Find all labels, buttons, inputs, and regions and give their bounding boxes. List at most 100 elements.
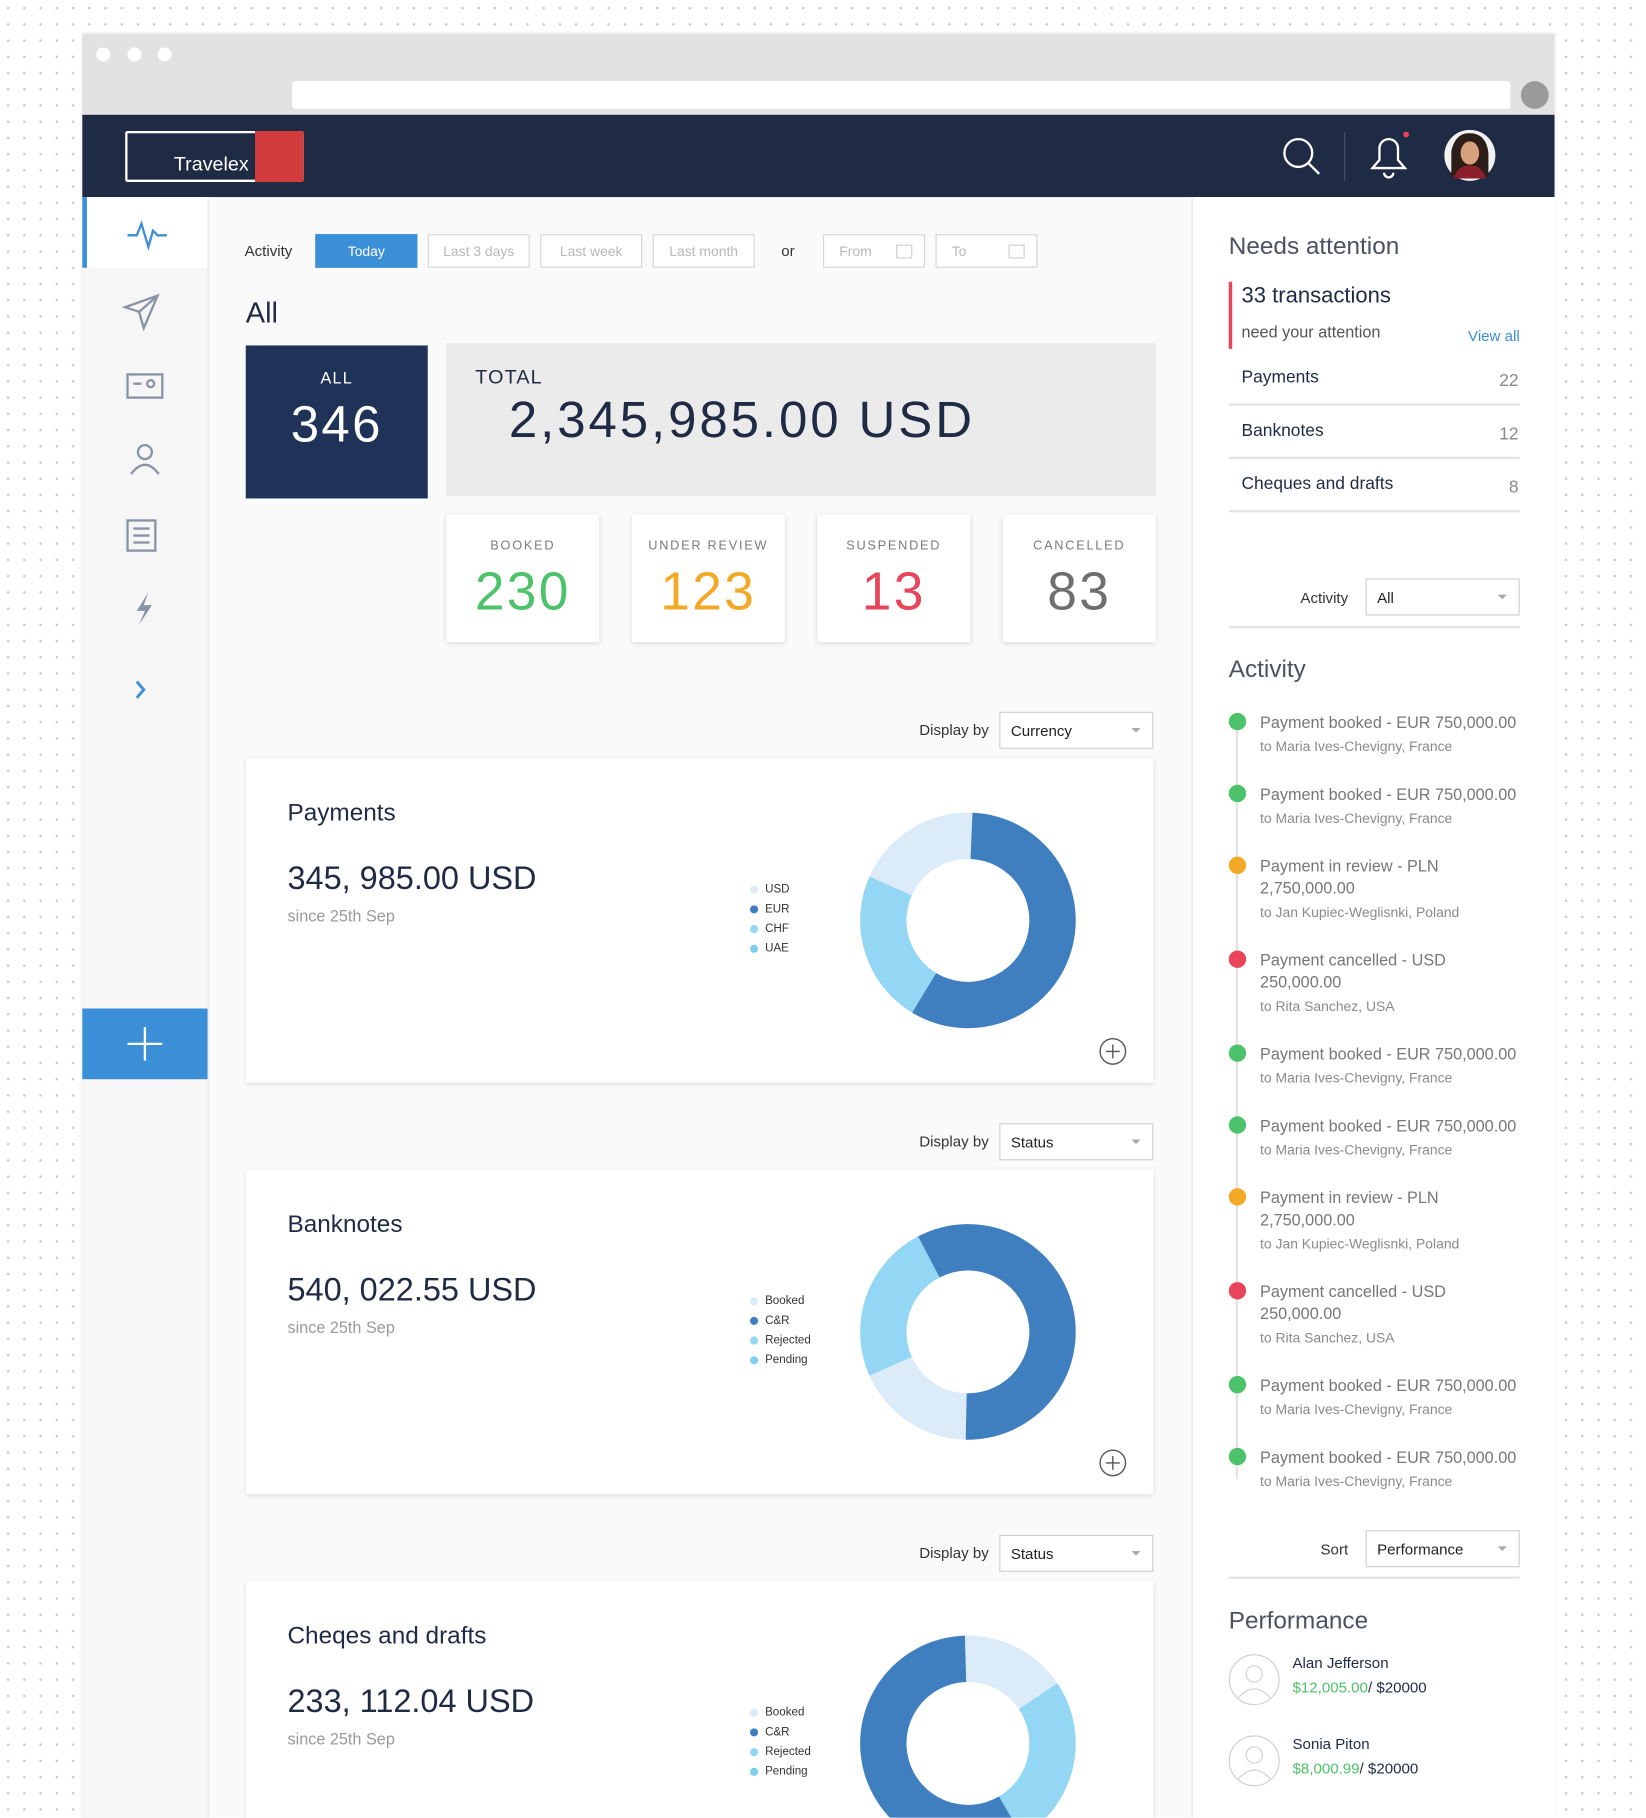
filter-button[interactable]: Last 3 days xyxy=(427,234,530,268)
activity-item[interactable]: Payment cancelled - USD 250,000.00 to Rit… xyxy=(1228,949,1529,1019)
activity-item[interactable]: Payment cancelled - USD 250,000.00 to Rit… xyxy=(1228,1281,1529,1351)
legend-label: Rejected xyxy=(765,1334,811,1347)
expand-circle xyxy=(1099,1037,1127,1065)
legend-item: EUR xyxy=(750,903,790,916)
send-icon[interactable] xyxy=(121,293,160,332)
expand-plus xyxy=(1105,1455,1120,1470)
user-avatar[interactable] xyxy=(1444,129,1496,181)
nav-icons xyxy=(1283,129,1496,181)
status-card[interactable]: CANCELLED 83 xyxy=(1002,514,1156,643)
status-dot xyxy=(1228,1116,1247,1134)
donut-segment[interactable] xyxy=(912,812,1076,1029)
status-dot xyxy=(1228,1447,1247,1466)
activity-item[interactable]: Payment in review - PLN 2,750,000.00 to J… xyxy=(1228,855,1529,925)
chart-card: Cheqes and drafts 233, 112.04 USD since 25… xyxy=(245,1581,1154,1818)
from-field[interactable]: From xyxy=(823,234,926,268)
expand-button[interactable] xyxy=(1099,1037,1127,1065)
activity-title: Payment in review - PLN 2,750,000.00 xyxy=(1260,856,1439,898)
expand-icon[interactable] xyxy=(135,680,146,699)
avatar-icon xyxy=(1236,1746,1273,1781)
legend-swatch xyxy=(750,944,759,953)
status-label: BOOKED xyxy=(490,539,556,553)
card-icon[interactable] xyxy=(126,373,164,399)
display-by-select[interactable]: Currency xyxy=(999,711,1154,749)
activity-icon[interactable] xyxy=(127,220,167,252)
add-button[interactable] xyxy=(82,1008,208,1080)
user-icon[interactable] xyxy=(130,443,160,475)
browser-menu[interactable] xyxy=(1520,81,1549,109)
activity-detail: to Jan Kupiec-Weglisnki, Poland xyxy=(1260,904,1460,921)
status-card[interactable]: UNDER REVIEW 123 xyxy=(631,514,785,643)
filter-button[interactable]: Last month xyxy=(652,234,755,268)
legend-swatch xyxy=(750,1297,759,1306)
sort-select[interactable]: Performance xyxy=(1365,1530,1520,1568)
person-name: Sonia Piton xyxy=(1292,1735,1370,1753)
card-since: since 25th Sep xyxy=(287,1729,395,1749)
to-field[interactable]: To xyxy=(935,234,1038,268)
window-button[interactable] xyxy=(96,47,111,62)
performance-person: Alan Jefferson $12,005.00/ $20000 xyxy=(1228,1654,1520,1724)
status-card[interactable]: BOOKED 230 xyxy=(446,514,600,643)
donut-segment[interactable] xyxy=(964,1635,1058,1710)
attention-item-count: 8 xyxy=(1508,477,1519,498)
card-amount: 345, 985.00 USD xyxy=(287,860,537,897)
attention-item[interactable]: Payments 22 xyxy=(1228,352,1520,406)
donut-segment[interactable] xyxy=(860,1635,1022,1818)
activity-item[interactable]: Payment booked - EUR 750,000.00 to Maria … xyxy=(1228,1375,1529,1423)
person-name: Alan Jefferson xyxy=(1292,1654,1389,1672)
legend-label: Booked xyxy=(765,1294,805,1308)
card-title: Cheqes and drafts xyxy=(287,1622,487,1650)
window-button[interactable] xyxy=(127,47,142,62)
status-value: 13 xyxy=(861,561,926,622)
window-button[interactable] xyxy=(157,47,172,62)
activity-item[interactable]: Payment booked - EUR 750,000.00 to Maria … xyxy=(1228,1447,1529,1495)
search-icon[interactable] xyxy=(1283,137,1320,175)
donut-chart xyxy=(860,1224,1127,1477)
top-nav xyxy=(82,114,1555,198)
donut-segment[interactable] xyxy=(869,1356,967,1440)
attention-item[interactable]: Cheques and drafts 8 xyxy=(1228,459,1520,513)
legend-item: USD xyxy=(750,883,790,896)
legend-swatch xyxy=(750,925,759,934)
donut-segment[interactable] xyxy=(860,1236,940,1376)
activity-item[interactable]: Payment booked - EUR 750,000.00 to Maria … xyxy=(1228,1115,1529,1163)
all-box[interactable]: ALL 346 xyxy=(245,345,428,499)
activity-filter-select[interactable]: All xyxy=(1365,578,1520,616)
activity-list: Payment booked - EUR 750,000.00 to Maria … xyxy=(1228,712,1529,1519)
status-dot xyxy=(1228,784,1247,803)
display-by-select[interactable]: Status xyxy=(999,1123,1154,1161)
activity-item[interactable]: Payment in review - PLN 2,750,000.00 to J… xyxy=(1228,1187,1529,1257)
flash-icon[interactable] xyxy=(136,592,152,625)
view-all-link[interactable]: View all xyxy=(1468,326,1520,345)
activity-detail: to Maria Ives-Chevigny, France xyxy=(1260,1473,1453,1490)
display-by-select[interactable]: Status xyxy=(999,1534,1154,1572)
activity-title: Payment booked - EUR 750,000.00 xyxy=(1260,784,1517,804)
filter-label: Activity xyxy=(244,242,293,260)
logo-text: Travelex xyxy=(173,153,249,176)
activity-item[interactable]: Payment booked - EUR 750,000.00 to Maria … xyxy=(1228,712,1529,760)
expand-button[interactable] xyxy=(1099,1449,1127,1477)
all-label: ALL xyxy=(320,368,353,388)
status-card[interactable]: SUSPENDED 13 xyxy=(817,514,971,643)
notification-badge xyxy=(1403,131,1410,138)
activity-item[interactable]: Payment booked - EUR 750,000.00 to Maria … xyxy=(1228,1043,1529,1091)
address-bar[interactable] xyxy=(292,81,1511,109)
activity-detail: to Rita Sanchez, USA xyxy=(1260,1329,1395,1346)
select-value: Performance xyxy=(1377,1540,1464,1558)
activity-item[interactable]: Payment booked - EUR 750,000.00 to Maria … xyxy=(1228,784,1529,832)
chart-card: Payments 345, 985.00 USD since 25th Sep USD… xyxy=(245,758,1154,1083)
filter-button[interactable]: Today xyxy=(315,234,418,268)
filter-button[interactable]: Last week xyxy=(540,234,643,268)
card-amount: 540, 022.55 USD xyxy=(287,1271,537,1308)
list-icon[interactable] xyxy=(126,519,157,552)
donut-segment[interactable] xyxy=(869,812,973,896)
activity-title: Payment cancelled - USD 250,000.00 xyxy=(1260,1282,1446,1323)
status-label: SUSPENDED xyxy=(846,539,942,553)
donut-segment[interactable] xyxy=(860,876,937,1013)
donut-segment[interactable] xyxy=(999,1683,1076,1818)
bell-icon[interactable] xyxy=(1369,137,1408,179)
status-label: CANCELLED xyxy=(1033,539,1126,553)
attention-item[interactable]: Banknotes 12 xyxy=(1228,406,1520,460)
donut-segment[interactable] xyxy=(917,1224,1076,1440)
